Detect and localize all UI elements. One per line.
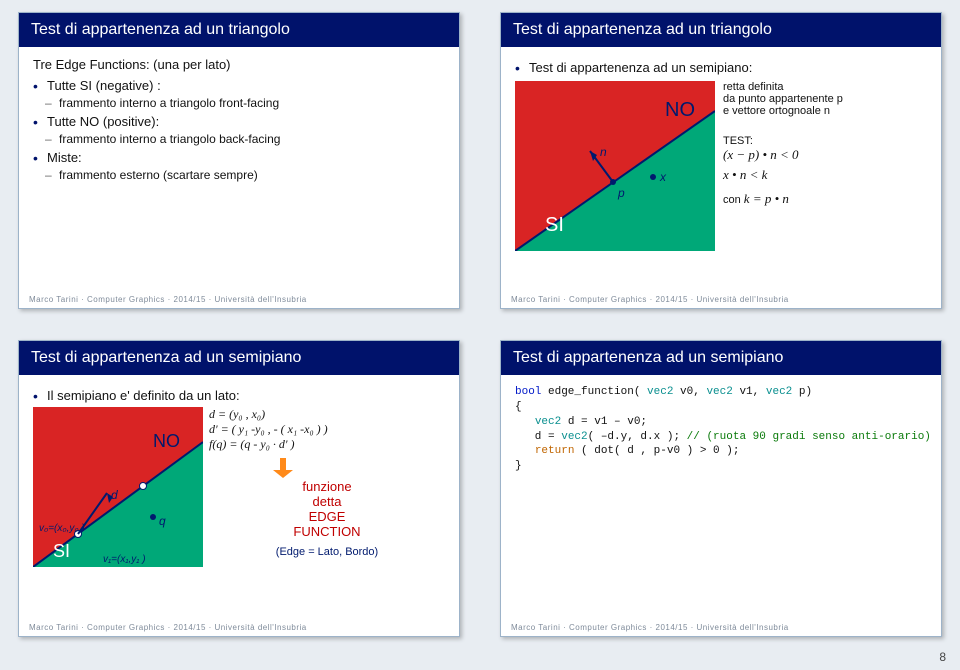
label-v0: v₀=(x₀,y₀ ) bbox=[39, 523, 85, 534]
slide-3-lead: Il semipiano e' definito da un lato: bbox=[33, 388, 445, 403]
bullet-no: Tutte NO (positive): bbox=[33, 114, 445, 129]
slide-4: Test di appartenenza ad un semipiano boo… bbox=[500, 340, 942, 637]
slide-1-subtitle: Tre Edge Functions: (una per lato) bbox=[33, 57, 445, 72]
slide-2-lead: Test di appartenenza ad un semipiano: bbox=[515, 60, 927, 75]
semiplane-diagram: SI NO p n x bbox=[515, 81, 715, 251]
slide-1: Test di appartenenza ad un triangolo Tre… bbox=[18, 12, 460, 309]
slide-2-right: retta definita da punto appartenente p e… bbox=[723, 81, 843, 251]
slide-1-body: Tre Edge Functions: (una per lato) Tutte… bbox=[19, 47, 459, 192]
page: Test di appartenenza ad un triangolo Tre… bbox=[0, 0, 960, 670]
edge-function-box: funzione detta EDGE FUNCTION bbox=[209, 480, 445, 540]
bullet-miste-sub: frammento esterno (scartare sempre) bbox=[33, 168, 445, 182]
page-number: 8 bbox=[939, 650, 946, 664]
eq-d: d = (y₀ , x₀) bbox=[209, 407, 445, 422]
label-no: NO bbox=[665, 99, 695, 121]
eq-fq: f(q) = (q - y₀ · d' ) bbox=[209, 437, 445, 452]
bullet-no-sub: frammento interno a triangolo back-facin… bbox=[33, 132, 445, 146]
label-q: q bbox=[159, 514, 166, 528]
big-arrow-icon bbox=[229, 458, 339, 478]
label-x: x bbox=[659, 170, 667, 184]
label-no: NO bbox=[153, 431, 180, 451]
slide-3-title: Test di appartenenza ad un semipiano bbox=[19, 341, 459, 375]
slide-2: Test di appartenenza ad un triangolo Tes… bbox=[500, 12, 942, 309]
slide-3-footer: Marco Tarini · Computer Graphics · 2014/… bbox=[29, 623, 449, 632]
slide-1-list: Tutte SI (negative) : frammento interno … bbox=[33, 78, 445, 182]
slide-4-title: Test di appartenenza ad un semipiano bbox=[501, 341, 941, 375]
label-v1: v₁=(x₁,y₁ ) bbox=[103, 554, 146, 565]
slide-4-body: bool edge_function( vec2 v0, vec2 v1, ve… bbox=[501, 375, 941, 480]
slide-3: Test di appartenenza ad un semipiano Il … bbox=[18, 340, 460, 637]
slide-1-footer: Marco Tarini · Computer Graphics · 2014/… bbox=[29, 295, 449, 304]
slide-4-footer: Marco Tarini · Computer Graphics · 2014/… bbox=[511, 623, 931, 632]
slide-3-body: Il semipiano e' definito da un lato: SI … bbox=[19, 375, 459, 573]
slide-2-footer: Marco Tarini · Computer Graphics · 2014/… bbox=[511, 295, 931, 304]
label-n: n bbox=[600, 145, 607, 159]
bullet-si: Tutte SI (negative) : bbox=[33, 78, 445, 93]
label-si: SI bbox=[53, 541, 70, 561]
edge-diagram: SI NO d q v₀=(x₀,y₀ ) v₁=(x₁,y₁ ) bbox=[33, 407, 203, 567]
label-d: d bbox=[111, 488, 118, 502]
slide-1-title: Test di appartenenza ad un triangolo bbox=[19, 13, 459, 47]
formula-3: con k = p • n bbox=[723, 191, 843, 207]
slide-2-body: Test di appartenenza ad un semipiano: SI… bbox=[501, 47, 941, 257]
retta-2: da punto appartenente p bbox=[723, 93, 843, 105]
formula-1: (x − p) • n < 0 bbox=[723, 147, 843, 163]
bullet-si-sub: frammento interno a triangolo front-faci… bbox=[33, 96, 445, 110]
formula-2: x • n < k bbox=[723, 167, 843, 183]
bullet-miste: Miste: bbox=[33, 150, 445, 165]
label-si: SI bbox=[545, 214, 564, 236]
retta-3: e vettore ortognoale n bbox=[723, 105, 843, 117]
eq-dprime: d' = ( y₁ -y₀ , - ( x₁ -x₀ ) ) bbox=[209, 422, 445, 437]
edge-note: (Edge = Lato, Bordo) bbox=[209, 546, 445, 558]
code-block: bool edge_function( vec2 v0, vec2 v1, ve… bbox=[515, 385, 927, 474]
slide-2-title: Test di appartenenza ad un triangolo bbox=[501, 13, 941, 47]
test-label: TEST: bbox=[723, 135, 843, 147]
retta-1: retta definita bbox=[723, 81, 843, 93]
label-p: p bbox=[617, 186, 625, 200]
